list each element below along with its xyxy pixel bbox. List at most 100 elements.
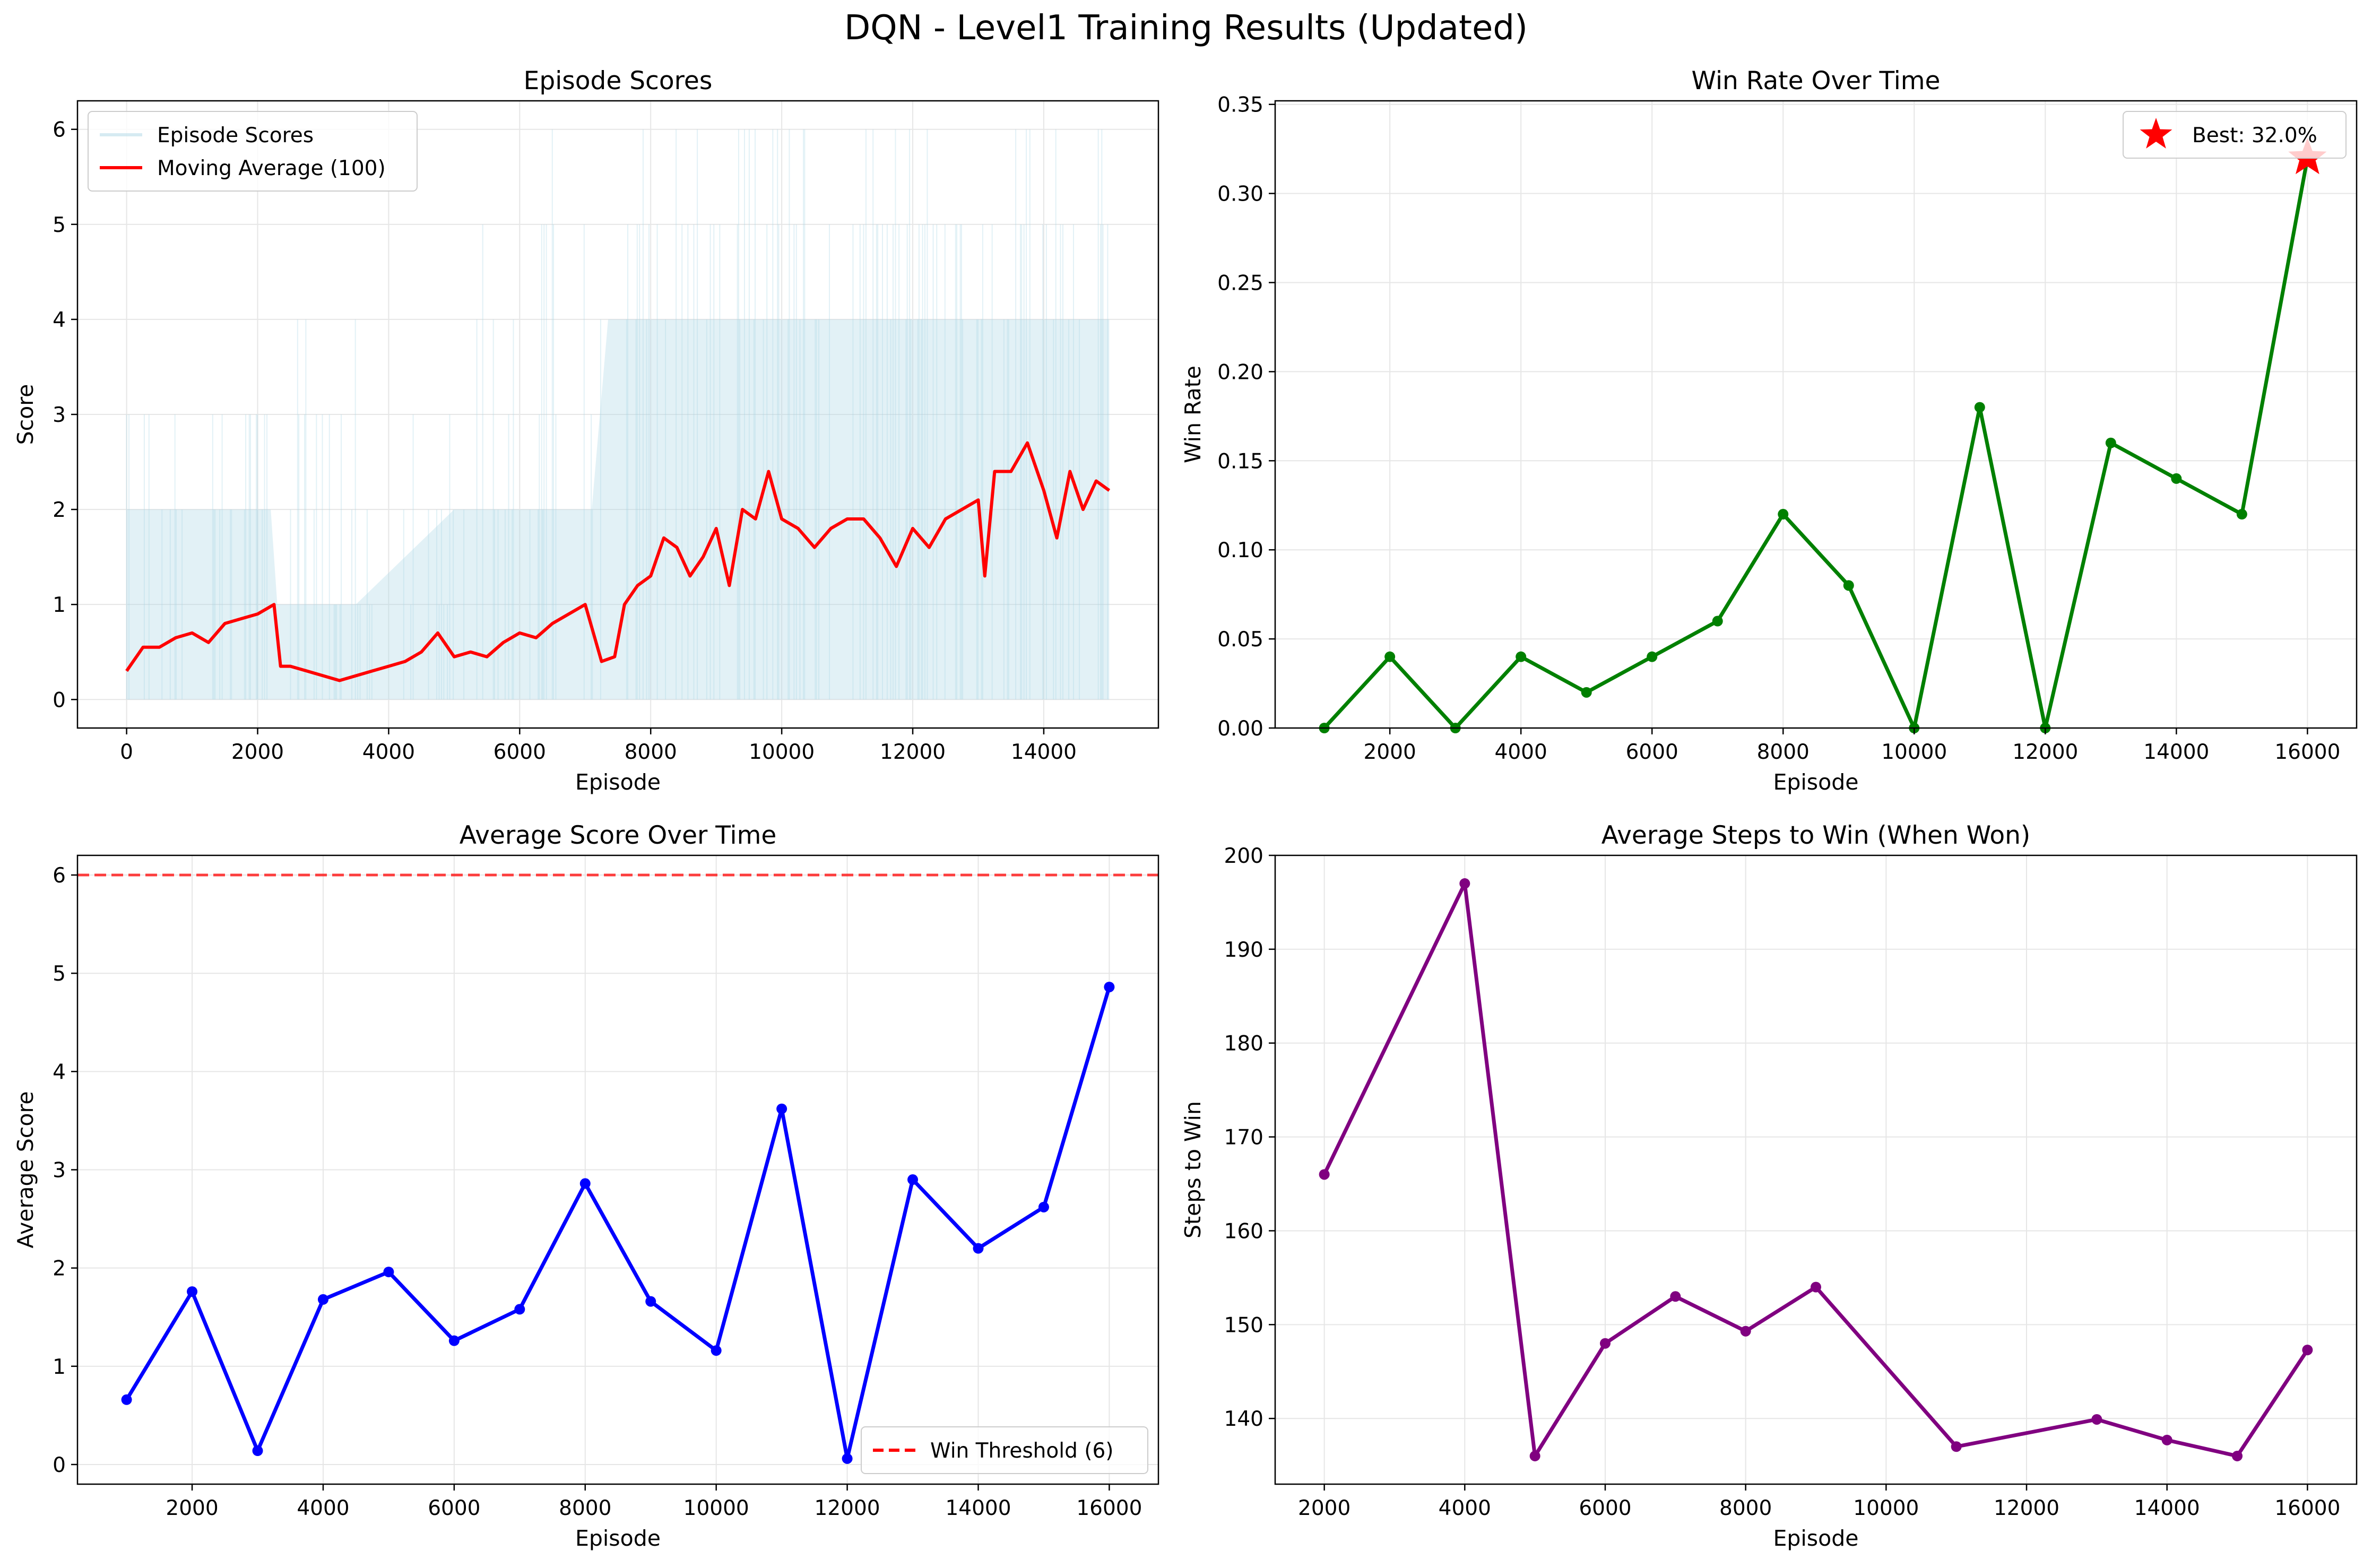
panel-title: Average Steps to Win (When Won) bbox=[1601, 821, 2031, 850]
panel-4: 2000 4000 6000 8000 10000 12000 14000 16000 140 1… bbox=[1180, 821, 2358, 1551]
y-tick-label: 0.05 bbox=[1217, 628, 1263, 652]
data-point bbox=[842, 1453, 853, 1464]
x-tick-label: 14000 bbox=[945, 1496, 1011, 1520]
data-point bbox=[1104, 982, 1115, 993]
series-line bbox=[1322, 881, 2309, 1458]
axes-frame bbox=[1274, 100, 2358, 729]
x-tick-label: 14000 bbox=[2134, 1496, 2200, 1520]
data-point bbox=[1384, 651, 1396, 662]
legend-box bbox=[88, 111, 418, 192]
panel-2: 2000 4000 6000 8000 10000 12000 14000 16000 0.00… bbox=[1180, 66, 2358, 795]
y-tick-label: 1 bbox=[53, 1355, 66, 1379]
data-point bbox=[1516, 651, 1527, 662]
data-point bbox=[579, 1178, 591, 1189]
data-point bbox=[448, 1335, 460, 1346]
data-point bbox=[1974, 402, 1985, 413]
y-tick-label: 4 bbox=[53, 1060, 66, 1084]
y-tick-label: 0 bbox=[53, 1453, 66, 1477]
y-tick-label: 0.15 bbox=[1217, 449, 1263, 473]
score-band bbox=[126, 319, 1110, 700]
data-point bbox=[1843, 580, 1854, 591]
data-point bbox=[711, 1345, 722, 1356]
data-point bbox=[1038, 1201, 1049, 1212]
legend-box bbox=[861, 1426, 1148, 1474]
data-point bbox=[2171, 473, 2182, 484]
x-tick-label: 12000 bbox=[2012, 740, 2078, 764]
x-tick-label: 6000 bbox=[428, 1496, 480, 1520]
y-tick-label: 0.35 bbox=[1217, 93, 1263, 117]
data-point bbox=[907, 1174, 919, 1185]
data-point bbox=[1670, 1291, 1681, 1302]
x-tick-label: 0 bbox=[120, 740, 133, 764]
data-point bbox=[973, 1243, 984, 1254]
data-point bbox=[2232, 1450, 2243, 1461]
y-tick-label: 0 bbox=[53, 688, 66, 712]
series-line bbox=[1323, 157, 2309, 730]
x-tick-label: 6000 bbox=[494, 740, 546, 764]
y-axis-label: Average Score bbox=[13, 1091, 38, 1248]
x-tick-label: 4000 bbox=[1495, 740, 1547, 764]
legend-label: Moving Average (100) bbox=[157, 157, 386, 180]
y-tick-label: 5 bbox=[53, 213, 66, 237]
x-axis-label: Episode bbox=[1773, 769, 1858, 795]
data-point bbox=[1951, 1441, 1962, 1452]
y-tick-label: 3 bbox=[53, 1159, 66, 1183]
x-tick-label: 10000 bbox=[749, 740, 815, 764]
figure-title: DQN - Level1 Training Results (Updated) bbox=[844, 8, 1528, 48]
x-tick-label: 8000 bbox=[559, 1496, 611, 1520]
x-tick-label: 4000 bbox=[297, 1496, 349, 1520]
data-point bbox=[776, 1103, 787, 1114]
y-tick-label: 6 bbox=[53, 118, 66, 142]
x-tick-label: 10000 bbox=[1881, 740, 1947, 764]
x-axis-label: Episode bbox=[575, 769, 661, 795]
series-line bbox=[125, 986, 1111, 1461]
y-tick-label: 200 bbox=[1224, 844, 1263, 868]
y-tick-label: 4 bbox=[53, 308, 66, 332]
data-point bbox=[252, 1445, 263, 1457]
x-tick-label: 14000 bbox=[1011, 740, 1077, 764]
x-tick-label: 6000 bbox=[1579, 1496, 1631, 1520]
data-point bbox=[1778, 509, 1789, 520]
x-tick-label: 16000 bbox=[2274, 740, 2340, 764]
x-tick-label: 14000 bbox=[2143, 740, 2209, 764]
y-axis-label: Steps to Win bbox=[1180, 1101, 1206, 1238]
data-point bbox=[1712, 616, 1723, 627]
x-tick-label: 2000 bbox=[1298, 1496, 1351, 1520]
data-point bbox=[317, 1294, 328, 1305]
panel-title: Average Score Over Time bbox=[460, 821, 777, 850]
legend-star-icon bbox=[2140, 118, 2172, 149]
data-point bbox=[1811, 1281, 1821, 1293]
y-tick-label: 140 bbox=[1224, 1407, 1263, 1431]
data-point bbox=[187, 1286, 198, 1297]
y-tick-label: 5 bbox=[53, 962, 66, 986]
y-tick-label: 150 bbox=[1224, 1313, 1263, 1337]
x-axis-label: Episode bbox=[575, 1526, 661, 1551]
x-tick-label: 2000 bbox=[1364, 740, 1416, 764]
legend-label: Win Threshold (6) bbox=[930, 1439, 1114, 1463]
y-tick-label: 0.00 bbox=[1217, 717, 1263, 741]
x-tick-label: 2000 bbox=[166, 1496, 218, 1520]
data-point bbox=[1529, 1450, 1540, 1461]
data-point bbox=[2236, 509, 2247, 520]
y-tick-label: 160 bbox=[1224, 1219, 1263, 1243]
x-tick-label: 8000 bbox=[1757, 740, 1810, 764]
legend: Episode Scores Moving Average (100) bbox=[88, 111, 418, 192]
x-tick-label: 6000 bbox=[1626, 740, 1678, 764]
data-point bbox=[1459, 878, 1470, 889]
x-tick-label: 10000 bbox=[683, 1496, 749, 1520]
y-axis-label: Win Rate bbox=[1180, 366, 1206, 463]
y-tick-label: 180 bbox=[1224, 1032, 1263, 1056]
data-point bbox=[514, 1304, 525, 1315]
y-tick-label: 3 bbox=[53, 403, 66, 427]
x-tick-label: 16000 bbox=[1076, 1496, 1142, 1520]
legend-label: Best: 32.0% bbox=[2192, 124, 2317, 148]
y-tick-label: 2 bbox=[53, 498, 66, 522]
legend: Best: 32.0% bbox=[2123, 111, 2347, 159]
data-point bbox=[2091, 1414, 2102, 1425]
legend: Win Threshold (6) bbox=[861, 1426, 1148, 1474]
x-tick-label: 12000 bbox=[815, 1496, 880, 1520]
panel-title: Win Rate Over Time bbox=[1692, 66, 1941, 96]
panel-3: 2000 4000 6000 8000 10000 12000 14000 16000 0 1 2 3… bbox=[13, 821, 1159, 1551]
panel-1: 0 2000 4000 6000 8000 10000 12000 140000123456E… bbox=[13, 66, 1159, 795]
